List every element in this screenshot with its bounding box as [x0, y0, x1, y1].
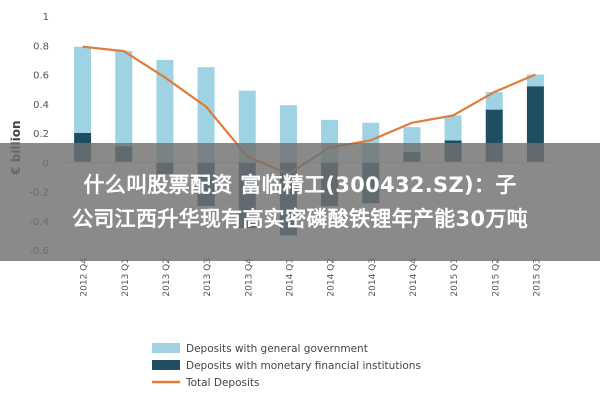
bar-government	[485, 92, 503, 110]
x-tick-label: 2015 Q3	[532, 258, 542, 297]
x-tick-label: 2015 Q1	[450, 258, 460, 297]
x-tick-label: 2014 Q4	[409, 258, 419, 297]
x-tick-label: 2015 Q2	[491, 258, 501, 297]
headline-banner[interactable]: 什么叫股票配资 富临精工(300432.SZ)：子 公司江西升华现有高实密磷酸铁…	[0, 143, 600, 261]
y-tick-label: 0.8	[33, 41, 49, 52]
y-tick-label: 0.2	[33, 129, 49, 140]
bar-government	[115, 51, 133, 147]
y-tick-label: 0.4	[33, 100, 49, 111]
x-tick-label: 2013 Q2	[162, 258, 172, 297]
bar-government	[197, 67, 215, 163]
x-tick-label: 2014 Q1	[285, 258, 295, 297]
y-tick-label: 0.6	[33, 71, 49, 82]
x-tick-label: 2014 Q2	[327, 258, 337, 297]
headline-line-2: 公司江西升华现有高实密磷酸铁锂年产能30万吨	[72, 207, 528, 231]
bar-government	[156, 59, 174, 163]
bar-government	[526, 74, 544, 87]
bar-government	[444, 115, 462, 141]
legend-swatch-bar	[152, 360, 180, 370]
x-tick-label: 2014 Q3	[368, 258, 378, 297]
x-tick-label: 2012 Q4	[80, 258, 90, 297]
x-tick-label: 2013 Q3	[203, 258, 213, 297]
legend-label: Deposits with monetary financial institu…	[186, 360, 421, 372]
headline-line-1: 什么叫股票配资 富临精工(300432.SZ)：子	[83, 173, 517, 197]
x-tick-label: 2013 Q4	[244, 258, 254, 297]
legend-label: Deposits with general government	[186, 343, 368, 355]
bar-government	[74, 46, 92, 133]
legend-label: Total Deposits	[185, 377, 259, 389]
x-tick-label: 2013 Q1	[121, 258, 131, 297]
legend-swatch-bar	[152, 343, 180, 353]
y-tick-label: 1	[43, 12, 49, 23]
